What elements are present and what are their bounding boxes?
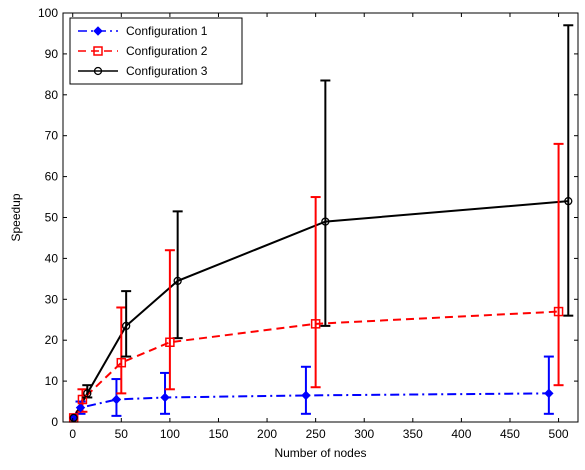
x-axis-ticks: 0 50 100 150 200 250 300 350 400 450 500 [69,13,569,441]
data-point-configuration-2 [553,306,564,317]
y-tick-label: 30 [45,292,59,306]
data-point-configuration-1 [160,392,170,403]
y-axis-label: Speedup [9,193,23,241]
data-point-configuration-1 [301,390,311,401]
data-point-configuration-1 [111,394,122,405]
y-tick-label: 60 [45,170,59,184]
x-tick-label: 50 [115,427,129,441]
y-axis-ticks: 0 10 20 30 40 50 60 70 80 90 100 [38,6,578,429]
legend-label: Configuration 1 [126,24,208,38]
y-tick-label: 50 [45,211,59,225]
x-tick-label: 350 [403,427,423,441]
data-point-configuration-2 [77,394,88,405]
data-point-configuration-3 [564,196,573,206]
y-tick-label: 90 [45,47,59,61]
y-tick-label: 40 [45,251,59,265]
x-tick-label: 500 [549,427,569,441]
data-point-configuration-3 [83,389,92,398]
legend-marker [93,66,103,76]
legend-label: Configuration 3 [126,64,208,78]
x-tick-label: 250 [306,427,326,441]
x-tick-label: 400 [451,427,471,441]
data-point-configuration-3 [321,217,330,226]
x-tick-label: 300 [354,427,374,441]
legend-label: Configuration 2 [126,44,208,58]
x-tick-label: 150 [208,427,228,441]
data-point-configuration-3 [122,321,131,331]
data-point-configuration-1 [75,402,86,413]
x-axis-label: Number of nodes [274,446,366,460]
y-tick-label: 70 [45,129,59,143]
x-tick-label: 0 [69,427,76,441]
series-markers [68,196,573,423]
y-tick-label: 20 [45,333,59,347]
data-point-configuration-3 [69,413,78,423]
data-point-configuration-2 [116,357,127,368]
y-tick-label: 80 [45,88,59,102]
legend: Configuration 1 Configuration 2 Configurat… [69,17,243,85]
x-tick-label: 200 [257,427,277,441]
y-tick-label: 100 [38,6,58,20]
data-point-configuration-2 [165,337,175,347]
y-tick-label: 10 [45,374,59,388]
data-point-configuration-1 [544,388,554,399]
x-tick-label: 450 [500,427,520,441]
x-tick-label: 100 [160,427,180,441]
data-point-configuration-2 [310,319,321,329]
legend-marker [93,26,103,36]
data-point-configuration-3 [173,276,182,286]
series-line-configuration-1 [72,392,549,419]
legend-marker [93,46,103,56]
y-tick-label: 0 [51,415,58,429]
error-bars [75,24,574,417]
